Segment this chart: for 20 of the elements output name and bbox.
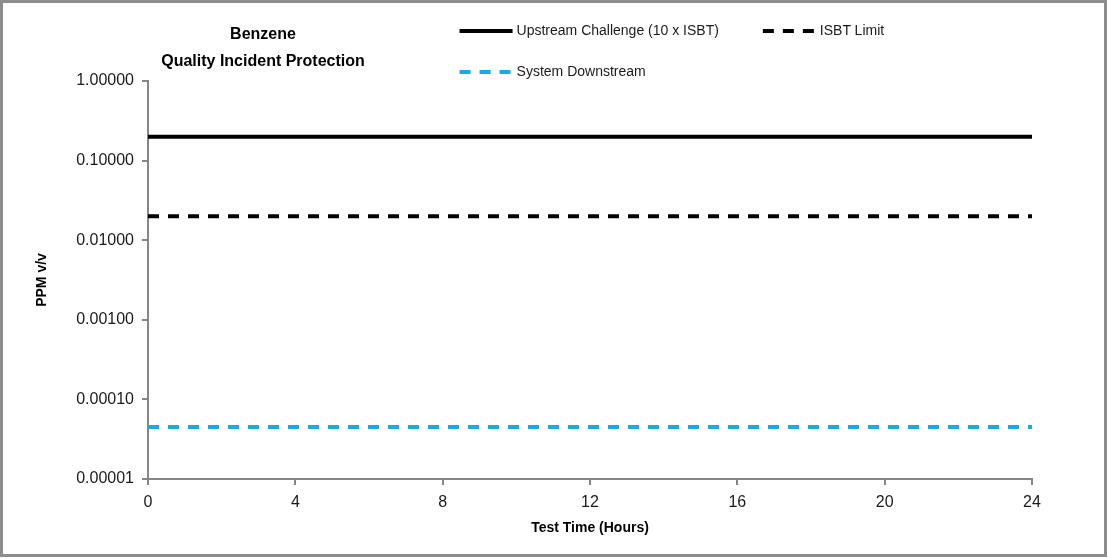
x-tick-label: 8 (438, 493, 448, 511)
x-tick-label: 24 (1023, 493, 1041, 511)
legend-label: ISBT Limit (819, 21, 885, 38)
y-tick-label: 0.00100 (76, 310, 135, 328)
y-tick-label: 0.00001 (76, 469, 135, 487)
y-tick-label: 0.00010 (76, 389, 135, 407)
x-axis-title: Test Time (Hours) (531, 519, 649, 536)
y-axis-title: PPM v/v (33, 252, 50, 307)
legend-label: Upstream Challenge (10 x ISBT) (516, 21, 719, 38)
x-tick-label: 20 (875, 493, 894, 511)
x-tick-label: 12 (581, 493, 599, 511)
y-tick-label: 1.00000 (76, 71, 135, 89)
x-tick-label: 0 (143, 493, 153, 511)
legend-label: System Downstream (516, 62, 646, 79)
y-tick-label: 0.10000 (76, 151, 135, 169)
chart-subtitle: Quality Incident Protection (161, 52, 365, 70)
x-tick-label: 16 (728, 493, 747, 511)
chart-title: Benzene (230, 25, 296, 43)
y-tick-label: 0.01000 (76, 230, 135, 248)
x-tick-label: 4 (290, 493, 300, 511)
